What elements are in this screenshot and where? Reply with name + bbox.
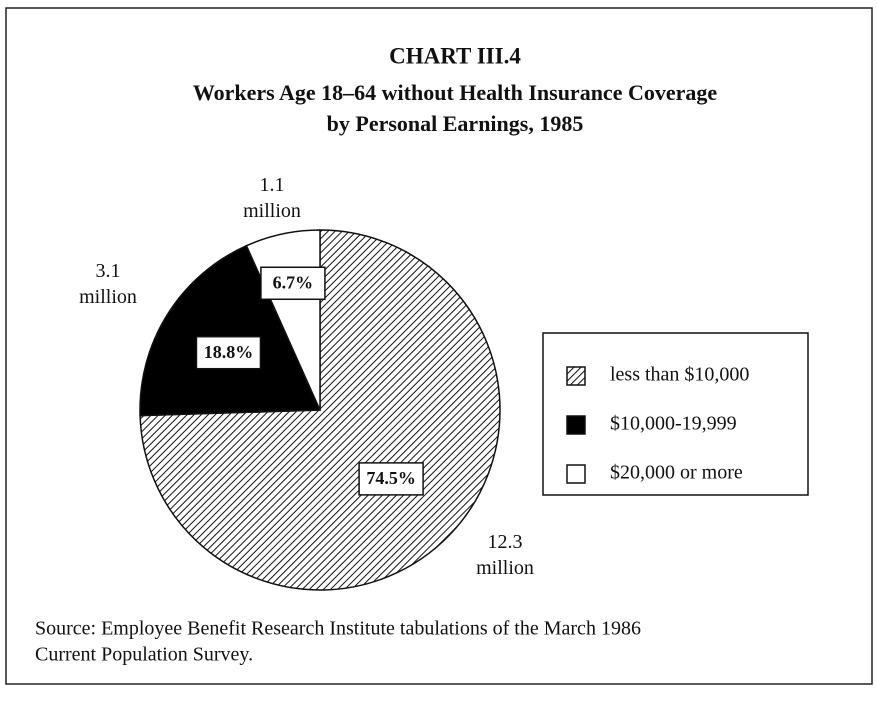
legend-swatch (566, 464, 586, 484)
value-label: 18.8% (204, 342, 254, 362)
legend-swatch (566, 415, 586, 435)
source: Source: Employee Benefit Research Instit… (35, 618, 641, 640)
value-label: 74.5% (366, 468, 416, 488)
value-label: 6.7% (273, 272, 314, 292)
legend-label: $20,000 or more (610, 462, 743, 484)
source: Current Population Survey. (35, 644, 253, 666)
pie-slice (139, 244, 322, 417)
frame (5, 7, 873, 685)
chart-subtitle: by Personal Earnings, 1985 (327, 111, 584, 136)
value-label-box (358, 462, 424, 496)
legend-box (542, 332, 809, 496)
value-label-box (195, 335, 262, 370)
chart-subtitle: Workers Age 18–64 without Health Insuran… (193, 80, 718, 105)
chart-title: CHART III.4 (389, 43, 521, 68)
annotation: 3.1 million (79, 260, 137, 308)
legend-swatch (566, 366, 586, 386)
annotation: 12.3 million (476, 531, 534, 579)
annotation: 1.1 million (243, 174, 301, 222)
legend-label: less than $10,000 (610, 364, 749, 386)
value-label-box (260, 266, 326, 301)
legend-label: $10,000-19,999 (610, 413, 737, 435)
